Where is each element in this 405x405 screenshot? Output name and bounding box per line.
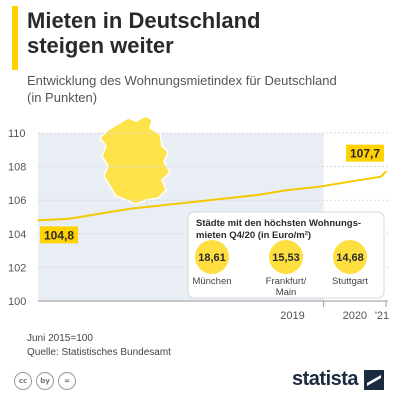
city-name: Frankfurt/ <box>266 276 307 287</box>
city-name: Stuttgart <box>332 276 368 287</box>
y-tick-label: 104 <box>8 229 26 241</box>
city-value: 15,53 <box>272 252 300 264</box>
data-point <box>161 204 164 207</box>
y-tick-label: 108 <box>8 162 26 174</box>
license-icons: cc by = <box>14 372 76 390</box>
start-value-label: 104,8 <box>44 228 74 242</box>
title-accent-bar <box>12 6 18 70</box>
x-tick-label: 2020 <box>343 310 367 322</box>
data-point <box>348 180 351 183</box>
germany-map-icon <box>99 115 171 205</box>
brand-mark-icon <box>364 369 385 390</box>
city-value: 18,61 <box>198 252 226 264</box>
inset-title-line-2: mieten Q4/20 (in Euro/m²) <box>196 230 311 241</box>
x-tick-label: 2019 <box>280 310 304 322</box>
source-note: Quelle: Statistisches Bundesamt <box>27 347 171 358</box>
y-tick-label: 110 <box>8 128 26 140</box>
inset-title-line-1: Städte mit den höchsten Wohnungs- <box>196 218 361 229</box>
attribution-icon[interactable]: by <box>36 372 54 390</box>
data-point <box>286 189 289 191</box>
data-point <box>380 175 382 178</box>
y-tick-label: 102 <box>8 262 26 274</box>
y-tick-label: 106 <box>8 195 26 207</box>
title-line-2: steigen weiter <box>27 33 174 58</box>
city-value-circle <box>333 240 367 274</box>
statista-logo[interactable]: statista <box>292 368 385 391</box>
data-point <box>317 185 320 188</box>
data-point <box>255 194 257 196</box>
x-tick-label: '21 <box>375 310 389 322</box>
data-point <box>37 219 39 222</box>
city-name: München <box>192 276 231 287</box>
page-subtitle: Entwicklung des Wohnungsmietindex für De… <box>27 72 387 106</box>
title-line-1: Mieten in Deutschland <box>27 8 261 33</box>
y-tick-label: 100 <box>8 296 26 308</box>
data-point <box>193 201 195 203</box>
data-point <box>99 212 102 215</box>
start-value-label-box <box>40 226 78 244</box>
city-name-line-2: Main <box>276 287 297 298</box>
data-point <box>385 170 387 173</box>
city-value: 14,68 <box>336 252 364 264</box>
end-value-label: 107,7 <box>350 147 380 161</box>
brand-name: statista <box>292 368 359 390</box>
no-derivatives-icon[interactable]: = <box>58 372 76 390</box>
base-note: Juni 2015=100 <box>27 333 93 344</box>
page-title: Mieten in Deutschland steigen weiter <box>27 8 387 58</box>
city-value-circle <box>195 240 229 274</box>
city-value-circle <box>269 240 303 274</box>
data-point <box>68 217 70 220</box>
data-point <box>130 207 133 210</box>
subtitle-line-2: (in Punkten) <box>27 90 98 105</box>
end-value-label-box <box>346 144 384 162</box>
data-point <box>224 197 226 200</box>
subtitle-line-1: Entwicklung des Wohnungsmietindex für De… <box>27 73 337 88</box>
cc-icon[interactable]: cc <box>14 372 32 390</box>
